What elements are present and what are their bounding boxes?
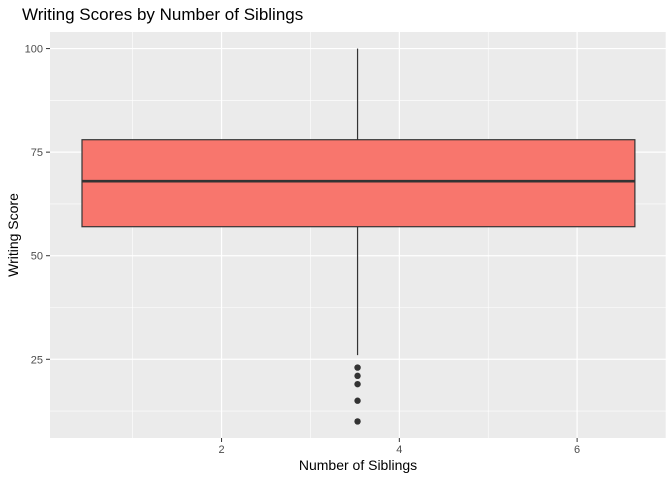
outlier-point — [354, 364, 361, 371]
chart-title: Writing Scores by Number of Siblings — [22, 5, 303, 24]
x-axis-title: Number of Siblings — [299, 457, 417, 473]
iqr-box — [81, 139, 636, 228]
outlier-point — [354, 418, 361, 425]
x-tick-label: 6 — [574, 444, 580, 456]
outlier-point — [354, 380, 361, 388]
y-tick-label: 100 — [25, 44, 43, 56]
x-tick-label: 2 — [218, 444, 224, 456]
outlier-point — [354, 372, 361, 380]
outlier-point — [354, 397, 361, 404]
x-tick-label: 4 — [396, 444, 402, 456]
y-tick-label: 25 — [31, 354, 43, 366]
axis-ticks: 2 4 6 25 50 75 100 — [25, 44, 581, 456]
y-tick-label: 75 — [31, 147, 43, 159]
y-axis-title: Writing Score — [5, 193, 21, 277]
box-marks — [81, 48, 636, 425]
y-tick-label: 50 — [31, 251, 43, 263]
